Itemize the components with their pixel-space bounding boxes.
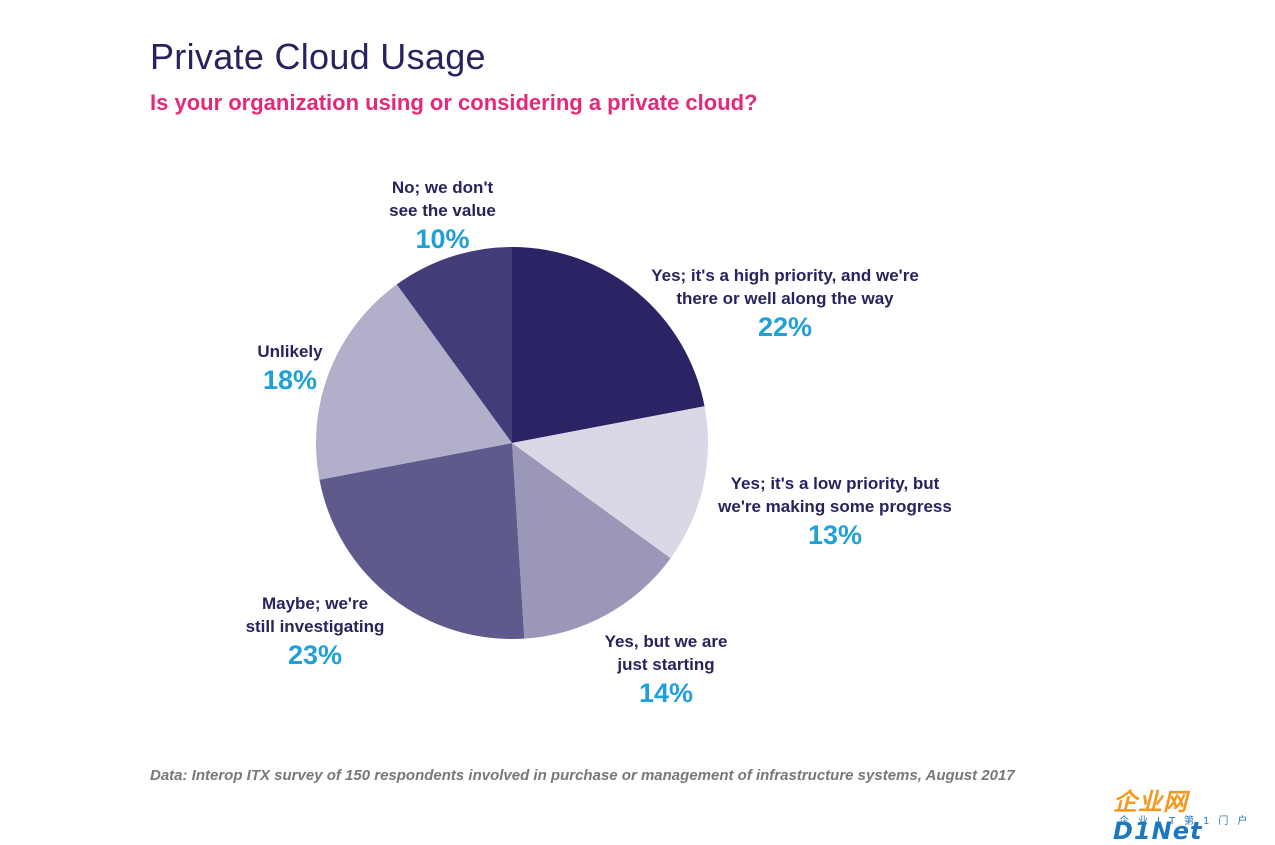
slice-label-just-starting: Yes, but we are just starting 14% xyxy=(566,630,766,708)
slice-label-text: Yes; it's a high priority, and we're xyxy=(651,266,919,285)
pie-slice-no-value xyxy=(396,246,512,443)
slice-label-text: just starting xyxy=(617,655,715,674)
chart-subtitle: Is your organization using or considerin… xyxy=(150,90,758,115)
chart-title: Private Cloud Usage xyxy=(150,36,486,77)
slice-label-text: see the value xyxy=(389,201,496,220)
pie-slice-low-priority xyxy=(512,406,709,559)
slice-percent: 10% xyxy=(415,224,470,254)
slice-percent: 13% xyxy=(807,520,863,550)
slice-percent: 18% xyxy=(262,365,318,395)
slice-label-unlikely: Unlikely 18% xyxy=(230,340,350,395)
slice-percent: 14% xyxy=(638,678,694,708)
slice-label-text: still investigating xyxy=(245,617,385,636)
slice-label-low-priority: Yes; it's a low priority, but we're maki… xyxy=(690,472,980,550)
slice-percent: 23% xyxy=(287,640,343,670)
slice-label-text: No; we don't xyxy=(391,178,494,197)
pie-slice-high-priority xyxy=(512,247,705,443)
pie-slice-just-starting xyxy=(512,443,671,639)
slice-label-maybe: Maybe; we're still investigating 23% xyxy=(220,592,410,670)
slice-label-text: Unlikely xyxy=(257,342,323,361)
slice-label-no-value: No; we don't see the value 10% xyxy=(350,176,535,254)
pie-chart xyxy=(315,246,709,639)
source-footnote: Data: Interop ITX survey of 150 responde… xyxy=(150,767,1015,784)
logo-tagline: 企业IT第1门户 xyxy=(1119,816,1257,827)
slice-label-text: Yes, but we are xyxy=(604,632,728,651)
pie-slice-unlikely xyxy=(315,284,512,480)
logo-main-text: 企业网 xyxy=(1113,788,1188,816)
d1net-logo: 企业网D1Net 企业IT第1门户 xyxy=(1113,782,1275,845)
slice-label-text: there or well along the way xyxy=(676,289,894,308)
slice-label-text: Yes; it's a low priority, but xyxy=(730,474,940,493)
slice-label-text: Maybe; we're xyxy=(261,594,369,613)
pie-slice-maybe xyxy=(319,443,525,639)
slice-label-text: we're making some progress xyxy=(718,497,952,516)
slice-percent: 22% xyxy=(757,312,813,342)
slice-label-high-priority: Yes; it's a high priority, and we're the… xyxy=(610,264,960,342)
